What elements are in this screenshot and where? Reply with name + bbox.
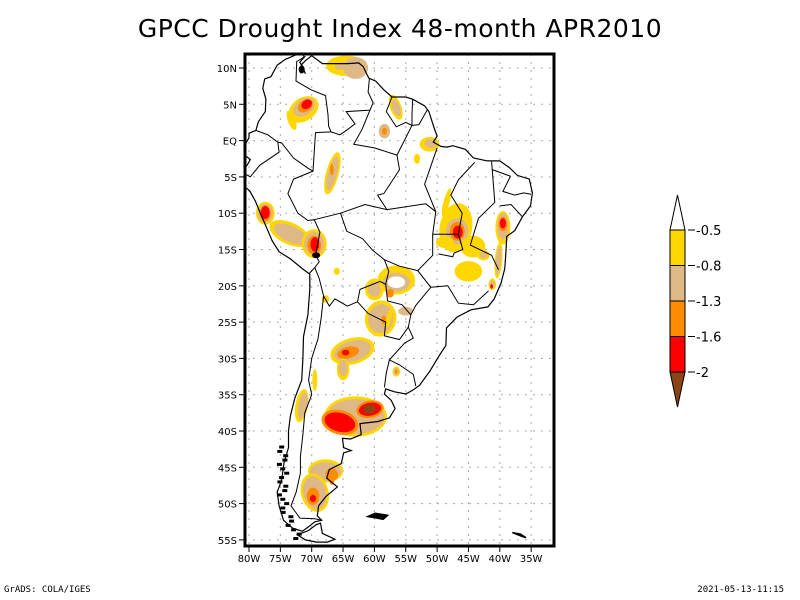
lake-maracaibo xyxy=(299,66,305,74)
colorbar-segment xyxy=(670,301,685,337)
fjord-coast xyxy=(280,507,285,510)
lat-tick-label: 30S xyxy=(218,354,237,365)
lon-tick-label: 80W xyxy=(238,554,261,565)
fjord-coast xyxy=(280,467,285,470)
fjord-coast xyxy=(279,476,284,479)
fjord-coast xyxy=(277,480,282,483)
drought-contour-orange xyxy=(330,164,334,176)
lon-tick-label: 50W xyxy=(426,554,449,565)
drought-contour-red xyxy=(310,495,316,502)
fjord-coast xyxy=(283,454,288,457)
drought-contour-tan xyxy=(480,252,488,258)
colorbar-segment xyxy=(670,230,685,266)
drought-contour-yellow xyxy=(334,268,340,275)
fjord-coast xyxy=(277,450,282,453)
drought-contour-yellow xyxy=(414,154,420,164)
lat-tick-label: 5N xyxy=(223,100,237,111)
drought-map: 10N5NEQ5S10S15S20S25S30S35S40S45S50S55S … xyxy=(0,0,800,600)
fjord-coast xyxy=(282,489,287,492)
lat-tick-label: 5S xyxy=(224,173,237,184)
colorbar-segment xyxy=(670,337,685,373)
drought-contour-yellow xyxy=(436,236,454,248)
drought-contour-red xyxy=(490,284,493,288)
fjord-coast xyxy=(277,463,282,466)
lon-tick-label: 45W xyxy=(457,554,480,565)
fjord-coast xyxy=(284,502,289,505)
fjord-coast xyxy=(284,472,289,475)
footer-credit: GrADS: COLA/IGES xyxy=(4,585,91,595)
colorbar-legend: -0.5 -0.8 -1.3 -1.6 -2 xyxy=(670,195,721,407)
footer-timestamp: 2021-05-13-11:15 xyxy=(697,585,784,595)
colorbar-label: -1.6 xyxy=(696,331,721,346)
longitude-axis: 80W 75W 70W 65W 60W 55W 50W 45W 40W 35W xyxy=(238,546,543,565)
lat-tick-label: EQ xyxy=(223,137,237,148)
fjord-coast xyxy=(282,459,287,462)
fjord-coast xyxy=(281,511,286,514)
drought-contour-yellow xyxy=(312,369,317,391)
lon-tick-label: 70W xyxy=(300,554,323,565)
fjord-coast xyxy=(279,446,284,449)
lat-tick-label: 10N xyxy=(217,64,237,75)
lat-tick-label: 55S xyxy=(218,536,237,547)
drought-contour-tan xyxy=(339,360,348,376)
latitude-axis: 10N 5N EQ 5S 10S 15S 20S 25S 30S 35S 40S 45S 50S 55S xyxy=(217,64,245,547)
lat-tick-label: 10S xyxy=(218,209,237,220)
lat-tick-label: 50S xyxy=(218,500,237,511)
drought-contour-red xyxy=(342,350,350,356)
fjord-coast xyxy=(291,528,296,531)
lat-tick-label: 20S xyxy=(218,282,237,293)
colorbar-below-triangle xyxy=(670,372,685,407)
lon-tick-label: 60W xyxy=(363,554,386,565)
fjord-coast xyxy=(277,493,282,496)
plot-area xyxy=(245,54,554,546)
lat-tick-label: 25S xyxy=(218,318,237,329)
drought-contour-orange xyxy=(395,369,398,373)
lake-titicaca xyxy=(312,252,320,258)
drought-contour-yellow xyxy=(455,261,483,281)
colorbar-segment xyxy=(670,266,685,302)
lat-tick-label: 45S xyxy=(218,463,237,474)
colorbar-above-triangle xyxy=(670,195,685,230)
colorbar-label: -0.5 xyxy=(696,224,721,239)
lon-tick-label: 55W xyxy=(394,554,417,565)
fjord-coast xyxy=(280,498,285,501)
fjord-coast xyxy=(297,533,302,536)
colorbar-label: -1.3 xyxy=(696,295,721,310)
fjord-coast xyxy=(293,537,298,540)
colorbar-label: -2 xyxy=(696,366,709,381)
lon-tick-label: 35W xyxy=(520,554,543,565)
drought-contour-red xyxy=(453,226,463,239)
fjord-coast xyxy=(283,485,288,488)
drought-contour-white xyxy=(388,276,406,288)
colorbar-label: -0.8 xyxy=(696,260,721,275)
lon-tick-label: 75W xyxy=(269,554,292,565)
lat-tick-label: 15S xyxy=(218,246,237,257)
lon-tick-label: 65W xyxy=(332,554,355,565)
lon-tick-label: 40W xyxy=(488,554,511,565)
drought-contour-orange xyxy=(382,128,387,135)
lat-tick-label: 35S xyxy=(218,391,237,402)
drought-contour-red xyxy=(500,218,506,228)
fjord-coast xyxy=(286,524,291,527)
fjord-coast xyxy=(289,520,294,523)
lat-tick-label: 40S xyxy=(218,427,237,438)
fjord-coast xyxy=(288,515,293,518)
drought-contour-tan xyxy=(368,282,381,297)
